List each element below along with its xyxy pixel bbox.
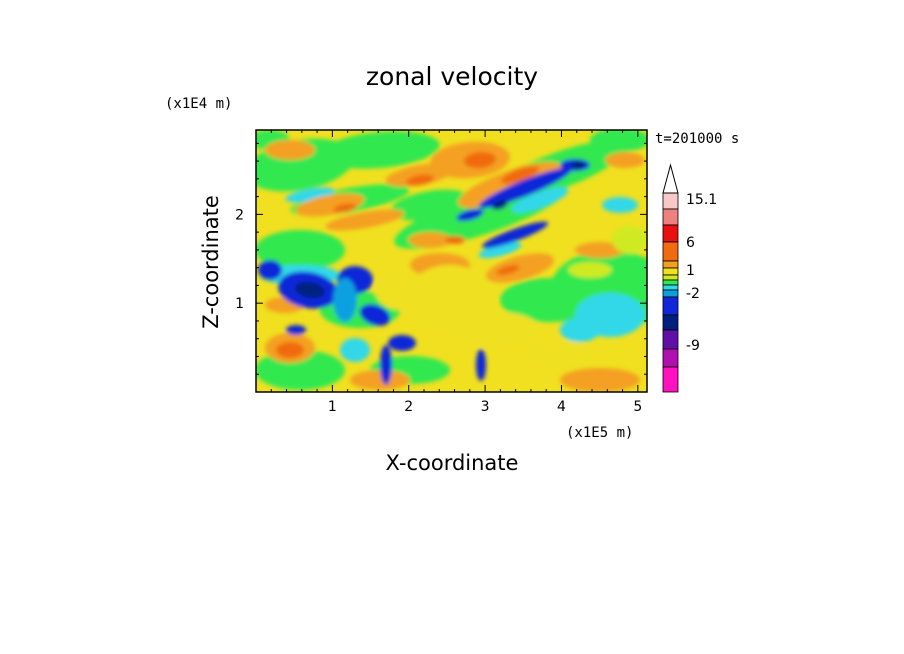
colorbar-segment — [662, 260, 679, 269]
y-tick-label: 1 — [235, 296, 244, 312]
field-contour-patch — [501, 166, 539, 184]
field-contour-patch — [464, 151, 496, 169]
velocity-field — [256, 130, 647, 392]
colorbar-segment — [662, 192, 679, 210]
field-contour-patch — [258, 260, 282, 280]
colorbar-segment — [662, 208, 679, 226]
field-contour-patch — [276, 342, 304, 358]
field-contour-patch — [333, 278, 357, 322]
y-axis-label: Z-coordinate — [199, 195, 223, 329]
field-contour-patch — [456, 208, 484, 222]
field-contour-patch — [295, 281, 325, 299]
field-contour-patch — [602, 197, 638, 213]
field-contour-patch — [612, 226, 647, 254]
field-contour-patch — [388, 335, 416, 351]
field-contour-patch — [350, 370, 410, 390]
field-contour-patch — [375, 270, 425, 310]
field-contour-patch — [286, 325, 306, 335]
field-contour-patch — [340, 338, 370, 362]
field-contour-patch — [380, 345, 392, 385]
colorbar-segment — [662, 289, 679, 298]
field-contour-patch — [406, 174, 434, 186]
colorbar-label: 1 — [686, 263, 695, 279]
colorbar-segment — [662, 314, 679, 331]
y-tick-label: 2 — [235, 207, 244, 223]
field-contour-patch — [492, 200, 508, 210]
x-tick-label: 2 — [404, 399, 413, 415]
colorbar-segment — [662, 348, 679, 368]
colorbar-segment — [662, 366, 679, 393]
field-contour-patch — [605, 152, 645, 168]
field-contour-patch — [511, 187, 569, 213]
field-contour-patch — [320, 131, 440, 169]
field-contour-patch — [408, 232, 452, 248]
x-scale-label: (x1E5 m) — [566, 425, 633, 441]
plot-frame — [255, 129, 648, 393]
field-contour-patch — [525, 341, 595, 369]
colorbar-segment — [662, 267, 679, 276]
field-contour-patch — [482, 221, 548, 249]
field-contour-patch — [359, 304, 391, 326]
colorbar: 15.1 6 1 -2 -9 — [662, 163, 717, 393]
y-axis-ticks: 12 — [235, 142, 647, 375]
colorbar-segment — [662, 279, 679, 286]
x-tick-label: 4 — [557, 399, 566, 415]
colorbar-segment — [662, 274, 679, 281]
colorbar-segment — [662, 284, 679, 291]
field-contour-patch — [572, 161, 584, 169]
field-contour-patch — [478, 241, 522, 259]
field-contour-patch — [333, 203, 357, 213]
time-label: t=201000 s — [655, 131, 739, 147]
colorbar-label: 6 — [686, 235, 695, 251]
x-tick-label: 1 — [328, 399, 337, 415]
colorbar-segment — [662, 241, 679, 262]
field-contour-patch — [568, 262, 612, 278]
x-axis-label: X-coordinate — [386, 451, 519, 475]
x-axis-ticks: 1 2 3 4 5 — [270, 130, 642, 415]
colorbar-label: -9 — [686, 338, 700, 354]
colorbar-segment — [662, 296, 679, 316]
chart-title: zonal velocity — [366, 62, 538, 91]
colorbar-label: -2 — [686, 286, 700, 302]
field-contour-patch — [390, 189, 470, 221]
y-scale-label: (x1E4 m) — [165, 96, 232, 112]
field-contour-patch — [560, 318, 600, 342]
field-contour-patch — [285, 187, 335, 203]
field-contour-patch — [458, 162, 562, 208]
field-contour-patch — [265, 140, 315, 160]
colorbar-extend-arrow — [662, 163, 679, 194]
field-contour-patch — [476, 349, 486, 381]
x-tick-label: 3 — [481, 399, 490, 415]
field-contour-patch — [486, 253, 554, 283]
field-contour-patch — [460, 312, 540, 348]
colorbar-segment — [662, 224, 679, 243]
x-tick-label: 5 — [633, 399, 642, 415]
field-contour-patch — [560, 368, 640, 392]
field-contour-patch — [575, 242, 625, 258]
field-contour-patch — [500, 278, 600, 322]
field-contour-patch — [590, 130, 647, 152]
colorbar-label: 15.1 — [686, 192, 717, 208]
field-contour-patch — [256, 230, 345, 270]
field-contour-patch — [445, 236, 465, 244]
field-contour-patch — [478, 167, 572, 209]
colorbar-segment — [662, 329, 679, 350]
field-contour-patch — [496, 265, 520, 275]
field-contour-patch — [325, 209, 405, 231]
